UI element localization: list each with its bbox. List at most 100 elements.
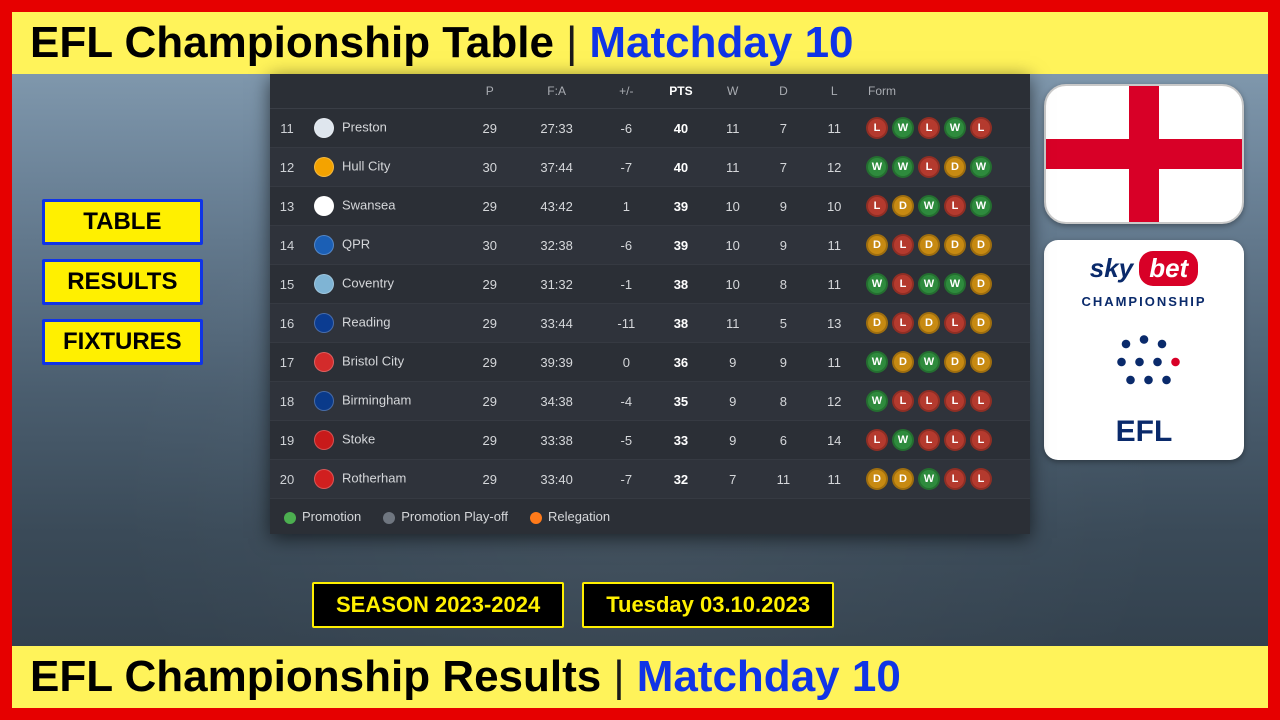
header-bar: EFL Championship Table | Matchday 10 [12, 12, 1268, 74]
cell: 29 [464, 304, 516, 343]
legend-label: Promotion Play-off [401, 509, 508, 524]
cell: 39:39 [516, 343, 598, 382]
form-dot-icon: W [970, 156, 992, 178]
col-header: PTS [655, 74, 707, 109]
cell: Rotherham [304, 460, 464, 499]
league-table-card: PF:A+/-PTSWDLForm 11Preston2927:33-64011… [270, 74, 1030, 534]
form-dot-icon: D [866, 234, 888, 256]
legend-dot-icon [383, 512, 395, 524]
cell: 9 [707, 421, 759, 460]
cell: 29 [464, 109, 516, 148]
team-name: Coventry [342, 275, 394, 290]
chip-season: SEASON 2023-2024 [312, 582, 564, 628]
cell: 35 [655, 382, 707, 421]
cell: 40 [655, 109, 707, 148]
form-dot-icon: D [944, 351, 966, 373]
form-dot-icon: L [944, 429, 966, 451]
form-dot-icon: L [892, 234, 914, 256]
chip-table[interactable]: TABLE [42, 199, 203, 245]
cell: 38 [655, 304, 707, 343]
cell: DLDLD [860, 304, 1030, 343]
cell: Bristol City [304, 343, 464, 382]
team-crest-icon [314, 469, 334, 489]
legend-dot-icon [284, 512, 296, 524]
league-table: PF:A+/-PTSWDLForm 11Preston2927:33-64011… [270, 74, 1030, 499]
team-crest-icon [314, 196, 334, 216]
cell: 11 [270, 109, 304, 148]
cell: WWLDW [860, 148, 1030, 187]
cell: 9 [707, 343, 759, 382]
form-dot-icon: D [866, 468, 888, 490]
col-header [304, 74, 464, 109]
table-row[interactable]: 13Swansea2943:4213910910LDWLW [270, 187, 1030, 226]
table-row[interactable]: 14QPR3032:38-63910911DLDDD [270, 226, 1030, 265]
bet-pill: bet [1139, 251, 1198, 286]
cell: 11 [808, 460, 860, 499]
cell: 12 [808, 148, 860, 187]
form-dot-icon: W [866, 156, 888, 178]
cell: 29 [464, 265, 516, 304]
cell: 40 [655, 148, 707, 187]
table-row[interactable]: 20Rotherham2933:40-73271111DDWLL [270, 460, 1030, 499]
team-name: Preston [342, 119, 387, 134]
left-chip-stack: TABLE RESULTS FIXTURES [42, 199, 203, 365]
cell: 9 [758, 187, 808, 226]
form-dot-icon: D [918, 234, 940, 256]
footer-sep: | [613, 652, 624, 702]
cell: 29 [464, 460, 516, 499]
cell: 7 [707, 460, 759, 499]
cell: 14 [270, 226, 304, 265]
cell: 17 [270, 343, 304, 382]
cell: 32 [655, 460, 707, 499]
table-row[interactable]: 15Coventry2931:32-13810811WLWWD [270, 265, 1030, 304]
efl-text: EFL [1116, 415, 1173, 449]
form-dot-icon: W [918, 468, 940, 490]
team-crest-icon [314, 313, 334, 333]
legend-label: Promotion [302, 509, 361, 524]
black-chip-row: SEASON 2023-2024 Tuesday 03.10.2023 [312, 582, 834, 628]
cell: Coventry [304, 265, 464, 304]
cell: 11 [808, 343, 860, 382]
team-name: Hull City [342, 158, 390, 173]
table-row[interactable]: 18Birmingham2934:38-4359812WLLLL [270, 382, 1030, 421]
form-dot-icon: D [892, 195, 914, 217]
legend-item: Promotion [284, 509, 361, 524]
form-dot-icon: D [892, 351, 914, 373]
form-dot-icon: L [892, 390, 914, 412]
cell: 11 [707, 109, 759, 148]
team-name: Reading [342, 314, 390, 329]
legend-item: Promotion Play-off [383, 509, 508, 524]
form-dot-icon: W [892, 429, 914, 451]
cell: 13 [808, 304, 860, 343]
form-dot-icon: D [918, 312, 940, 334]
table-row[interactable]: 17Bristol City2939:390369911WDWDD [270, 343, 1030, 382]
table-row[interactable]: 16Reading2933:44-113811513DLDLD [270, 304, 1030, 343]
cell: -1 [598, 265, 655, 304]
cell: Stoke [304, 421, 464, 460]
form-dot-icon: W [944, 117, 966, 139]
form-dot-icon: W [970, 195, 992, 217]
chip-results[interactable]: RESULTS [42, 259, 203, 305]
form-dot-icon: L [944, 312, 966, 334]
table-row[interactable]: 19Stoke2933:38-5339614LWLLL [270, 421, 1030, 460]
cell: 30 [464, 148, 516, 187]
cell: 29 [464, 382, 516, 421]
team-crest-icon [314, 391, 334, 411]
chip-fixtures[interactable]: FIXTURES [42, 319, 203, 365]
table-row[interactable]: 11Preston2927:33-64011711LWLWL [270, 109, 1030, 148]
form-dot-icon: W [918, 351, 940, 373]
team-name: QPR [342, 236, 370, 251]
table-row[interactable]: 12Hull City3037:44-74011712WWLDW [270, 148, 1030, 187]
team-name: Bristol City [342, 353, 404, 368]
cell: LDWLW [860, 187, 1030, 226]
cell: 39 [655, 226, 707, 265]
cell: Swansea [304, 187, 464, 226]
form-dot-icon: L [970, 468, 992, 490]
team-name: Swansea [342, 197, 395, 212]
team-name: Rotherham [342, 470, 406, 485]
form-dot-icon: L [970, 117, 992, 139]
cell: 12 [808, 382, 860, 421]
form-dot-icon: W [918, 273, 940, 295]
legend-item: Relegation [530, 509, 610, 524]
header-right: Matchday 10 [589, 18, 853, 68]
